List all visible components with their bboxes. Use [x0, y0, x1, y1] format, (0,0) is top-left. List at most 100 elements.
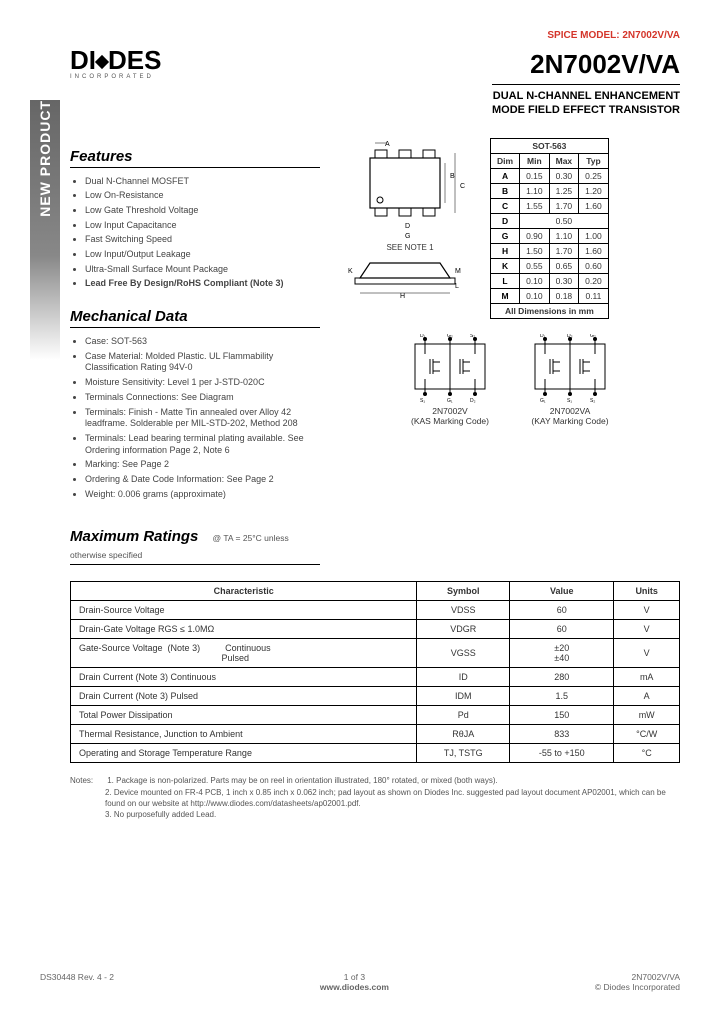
dim-cell: 0.20: [579, 273, 609, 288]
dim-cell: K: [491, 258, 520, 273]
dim-cell: 1.55: [520, 198, 550, 213]
rt-cell: V: [614, 601, 680, 620]
features-heading: Features: [70, 148, 320, 168]
rt-cell: 60: [510, 601, 614, 620]
feature-item: Low Input/Output Leakage: [85, 249, 320, 261]
feature-item: Ultra-Small Surface Mount Package: [85, 264, 320, 276]
rt-cell: Thermal Resistance, Junction to Ambient: [71, 725, 417, 744]
rt-cell: ID: [417, 668, 510, 687]
rt-cell: VDSS: [417, 601, 510, 620]
dim-cell: 1.00: [579, 228, 609, 243]
dim-cell: 0.18: [549, 288, 579, 303]
schematic-right-code: (KAY Marking Code): [525, 416, 615, 426]
svg-text:D₁: D₁: [540, 334, 546, 339]
dim-cell: 0.15: [520, 168, 550, 183]
dim-h: Typ: [579, 153, 609, 168]
logo: DIDES INCORPORATED: [70, 49, 161, 80]
header: DIDES INCORPORATED 2N7002V/VA DUAL N-CHA…: [70, 49, 680, 118]
dim-cell: A: [491, 168, 520, 183]
dim-cell: 0.10: [520, 288, 550, 303]
rt-cell: -55 to +150: [510, 744, 614, 763]
svg-text:D: D: [405, 223, 410, 230]
new-product-sidebar: NEW PRODUCT: [30, 100, 60, 360]
part-number: 2N7002V/VA: [492, 49, 680, 85]
dim-cell: 0.90: [520, 228, 550, 243]
dimension-table: SOT-563 Dim Min Max Typ A0.150.300.25 B1…: [490, 138, 609, 319]
dim-cell: G: [491, 228, 520, 243]
subtitle-1: DUAL N-CHANNEL ENHANCEMENT: [492, 89, 680, 103]
rt-cell: mW: [614, 706, 680, 725]
rt-cell: 150: [510, 706, 614, 725]
spice-model-label: SPICE MODEL: 2N7002V/VA: [70, 30, 680, 41]
ratings-heading-text: Maximum Ratings: [70, 528, 198, 545]
feature-item: Fast Switching Speed: [85, 234, 320, 246]
schematic-left: D₁G₂S₂ S₁G₁D₂ 2N7002V (KAS Marking Code): [405, 334, 495, 426]
note-item: 1. Package is non-polarized. Parts may b…: [107, 776, 498, 785]
dimension-table-wrap: SOT-563 Dim Min Max Typ A0.150.300.25 B1…: [490, 138, 609, 319]
rt-cell: °C/W: [614, 725, 680, 744]
rt-cell: Drain Current (Note 3) Pulsed: [71, 687, 417, 706]
dim-cell: 1.70: [549, 198, 579, 213]
svg-text:A: A: [385, 141, 390, 148]
dim-footer: All Dimensions in mm: [491, 303, 609, 318]
dim-cell: 1.50: [520, 243, 550, 258]
svg-text:C: C: [460, 183, 465, 190]
see-note-label: SEE NOTE 1: [340, 243, 480, 252]
svg-text:M: M: [455, 268, 461, 275]
note-item: 3. No purposefully added Lead.: [105, 809, 216, 820]
footer-left: DS30448 Rev. 4 - 2: [40, 972, 114, 992]
mech-item: Terminals Connections: See Diagram: [85, 392, 320, 404]
rt-cell: Total Power Dissipation: [71, 706, 417, 725]
dim-cell: 1.60: [579, 198, 609, 213]
svg-text:D₂: D₂: [470, 398, 476, 404]
ratings-table: Characteristic Symbol Value Units Drain-…: [70, 581, 680, 763]
svg-text:G₁: G₁: [447, 398, 453, 404]
mech-item: Terminals: Finish - Matte Tin annealed o…: [85, 407, 320, 430]
dim-cell: 0.30: [549, 273, 579, 288]
svg-text:H: H: [400, 293, 405, 300]
dim-cell: H: [491, 243, 520, 258]
dim-cell: 0.60: [579, 258, 609, 273]
rt-cell: mA: [614, 668, 680, 687]
dim-cell: 0.30: [549, 168, 579, 183]
mech-item: Ordering & Date Code Information: See Pa…: [85, 474, 320, 486]
rt-h: Value: [510, 582, 614, 601]
mech-item: Case Material: Molded Plastic. UL Flamma…: [85, 351, 320, 374]
dim-cell: 0.10: [520, 273, 550, 288]
features-list: Dual N-Channel MOSFET Low On-Resistance …: [70, 176, 320, 291]
logo-subtitle: INCORPORATED: [70, 74, 161, 80]
dim-cell: 0.65: [549, 258, 579, 273]
schematic-left-name: 2N7002V: [405, 406, 495, 416]
rt-cell: Drain Current (Note 3) Continuous: [71, 668, 417, 687]
notes-block: Notes: 1. Package is non-polarized. Part…: [70, 775, 680, 820]
rt-cell: TJ, TSTG: [417, 744, 510, 763]
dim-cell: 0.55: [520, 258, 550, 273]
rt-cell: VDGR: [417, 620, 510, 639]
dim-cell: D: [491, 213, 520, 228]
svg-text:S₁: S₁: [567, 398, 572, 404]
svg-text:D₁: D₁: [420, 334, 426, 339]
footer-copy: © Diodes Incorporated: [595, 982, 680, 992]
mech-item: Weight: 0.006 grams (approximate): [85, 489, 320, 501]
footer-part: 2N7002V/VA: [595, 972, 680, 982]
rt-h: Units: [614, 582, 680, 601]
svg-text:S₁: S₁: [420, 398, 425, 404]
package-drawing: A B C D G K M L H: [340, 138, 480, 312]
svg-text:L: L: [455, 283, 459, 290]
rt-cell: 60: [510, 620, 614, 639]
svg-text:G₁: G₁: [540, 398, 546, 404]
dim-cell: 1.25: [549, 183, 579, 198]
footer-url: www.diodes.com: [114, 982, 595, 992]
feature-item: Low On-Resistance: [85, 190, 320, 202]
dim-h: Max: [549, 153, 579, 168]
rt-cell: V: [614, 639, 680, 668]
feature-item-bold: Lead Free By Design/RoHS Compliant (Note…: [85, 278, 320, 290]
dim-cell: 1.70: [549, 243, 579, 258]
rt-cell: IDM: [417, 687, 510, 706]
dim-cell: 0.50: [520, 213, 609, 228]
dim-cell: 1.10: [549, 228, 579, 243]
mech-item: Case: SOT-563: [85, 336, 320, 348]
rt-h: Characteristic: [71, 582, 417, 601]
mechanical-list: Case: SOT-563 Case Material: Molded Plas…: [70, 336, 320, 500]
svg-text:B: B: [450, 173, 455, 180]
